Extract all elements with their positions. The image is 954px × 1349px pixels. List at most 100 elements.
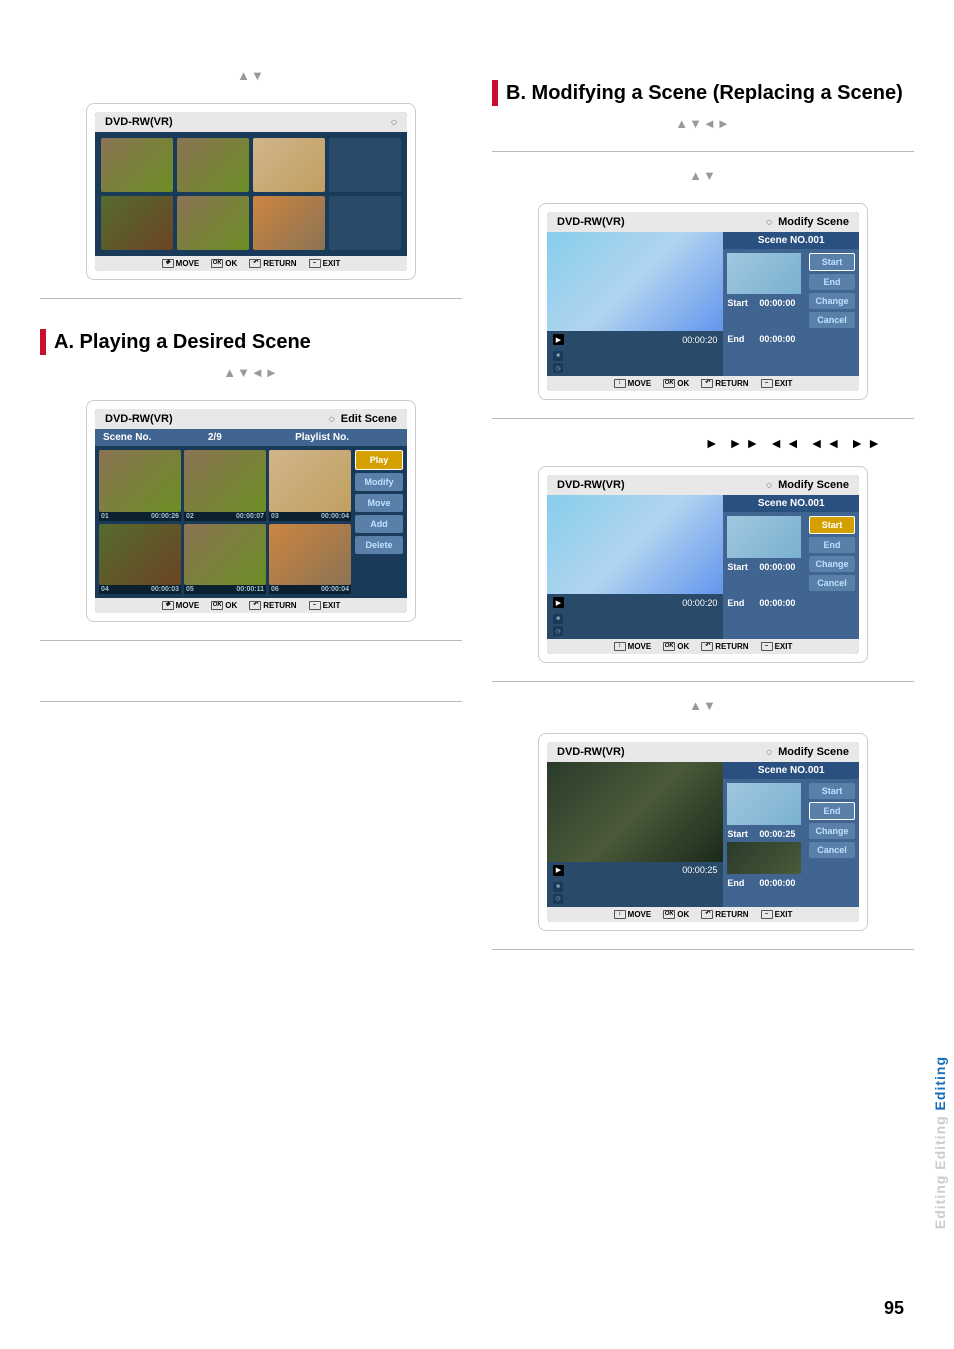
nav-arrows: ▲▼◄► <box>40 365 462 380</box>
screenshot-modify-scene-1: DVD-RW(VR) ◌ Modify Scene ▶ 00:00:20 ■ ◷ <box>538 203 868 400</box>
modify-scene-label: Modify Scene <box>778 746 849 758</box>
divider <box>492 949 914 950</box>
divider <box>40 701 462 702</box>
section-b-heading: B. Modifying a Scene (Replacing a Scene) <box>492 80 914 106</box>
preview-mini <box>727 253 801 294</box>
return-btn-icon: ↶ <box>249 259 261 268</box>
footer-buttons: ↕MOVE OKOK ↶RETURN –EXIT <box>547 639 859 654</box>
side-tab-editing: Editing Editing Editing <box>932 1056 948 1229</box>
edit-scene-cell: 0500:00:11 <box>184 524 266 595</box>
time-display: 00:00:25 <box>682 865 717 875</box>
move-btn-icon: ✥ <box>162 259 174 268</box>
thumbnail <box>177 138 249 192</box>
edit-scene-cell: 0600:00:04 <box>269 524 351 595</box>
ok-btn-icon: OK <box>211 259 223 268</box>
play-icon: ▶ <box>553 865 564 876</box>
modify-btn-end[interactable]: End <box>809 537 855 553</box>
thumbnail <box>184 450 266 512</box>
box1-title: DVD-RW(VR) <box>105 116 385 128</box>
thumbnail <box>269 450 351 512</box>
modify-btn-cancel[interactable]: Cancel <box>809 842 855 858</box>
box5-title: DVD-RW(VR) <box>557 746 760 758</box>
modify-btn-start[interactable]: Start <box>809 783 855 799</box>
modify-scene-label: Modify Scene <box>778 479 849 491</box>
box4-title: DVD-RW(VR) <box>557 479 760 491</box>
playlist-no-label: Playlist No. <box>248 432 399 443</box>
footer-buttons: ↕MOVE OKOK ↶RETURN –EXIT <box>547 907 859 922</box>
preview-main <box>547 762 723 861</box>
divider <box>492 418 914 419</box>
return-btn-icon: ↶ <box>701 910 713 919</box>
thumbnail <box>101 138 173 192</box>
exit-btn-icon: – <box>309 601 321 610</box>
thumbnail <box>269 524 351 586</box>
screenshot-playlist-grid: DVD-RW(VR) ◌ ✥MOVE OKOK ↶RETURN <box>86 103 416 280</box>
action-btn-move[interactable]: Move <box>355 494 403 512</box>
section-a-heading: A. Playing a Desired Scene <box>40 329 462 355</box>
play-icon: ▶ <box>553 597 564 608</box>
nav-arrows: ▲▼◄► <box>492 116 914 131</box>
action-btn-add[interactable]: Add <box>355 515 403 533</box>
modify-btn-change[interactable]: Change <box>809 293 855 309</box>
edit-scene-cell: 0100:00:26 <box>99 450 181 521</box>
clock-icon: ◷ <box>553 363 563 373</box>
thumbnail-empty <box>329 196 401 250</box>
modify-scene-label: Modify Scene <box>778 216 849 228</box>
time-display: 00:00:20 <box>682 335 717 345</box>
nav-arrows: ▲▼ <box>40 68 462 83</box>
divider <box>492 151 914 152</box>
modify-btn-change[interactable]: Change <box>809 556 855 572</box>
preview-mini-end <box>727 842 801 874</box>
clock-icon: ◷ <box>553 894 563 904</box>
exit-btn-icon: – <box>761 910 773 919</box>
nav-arrows: ▲▼ <box>492 698 914 713</box>
thumbnail <box>101 196 173 250</box>
ok-btn-icon: OK <box>663 379 675 388</box>
screenshot-edit-scene: DVD-RW(VR) ◌ Edit Scene Scene No. 2/9 Pl… <box>86 400 416 622</box>
thumbnail <box>177 196 249 250</box>
thumbnail <box>253 196 325 250</box>
stop-icon: ■ <box>553 614 563 624</box>
move-btn-icon: ↕ <box>614 910 626 919</box>
ok-btn-icon: OK <box>211 601 223 610</box>
return-btn-icon: ↶ <box>701 379 713 388</box>
edit-scene-cell: 0400:00:03 <box>99 524 181 595</box>
box2-title: DVD-RW(VR) <box>105 413 323 425</box>
edit-scene-cell: 0300:00:04 <box>269 450 351 521</box>
page-number: 95 <box>884 1298 904 1319</box>
modify-btn-cancel[interactable]: Cancel <box>809 575 855 591</box>
loading-icon: ◌ <box>766 217 772 228</box>
action-btn-delete[interactable]: Delete <box>355 536 403 554</box>
scene-number: Scene NO.001 <box>723 495 859 512</box>
scene-number: Scene NO.001 <box>723 232 859 249</box>
loading-icon: ◌ <box>766 480 772 491</box>
preview-main <box>547 495 723 594</box>
stop-icon: ■ <box>553 351 563 361</box>
return-btn-icon: ↶ <box>249 601 261 610</box>
box3-title: DVD-RW(VR) <box>557 216 760 228</box>
footer-buttons: ✥MOVE OKOK ↶RETURN –EXIT <box>95 598 407 613</box>
move-btn-icon: ↕ <box>614 642 626 651</box>
footer-buttons: ✥MOVE OKOK ↶RETURN –EXIT <box>95 256 407 271</box>
edit-scene-cell: 0200:00:07 <box>184 450 266 521</box>
modify-btn-end[interactable]: End <box>809 802 855 820</box>
preview-mini <box>727 783 801 824</box>
action-btn-modify[interactable]: Modify <box>355 473 403 491</box>
ok-btn-icon: OK <box>663 910 675 919</box>
loading-icon: ◌ <box>329 414 335 425</box>
play-icon: ▶ <box>553 334 564 345</box>
exit-btn-icon: – <box>761 379 773 388</box>
modify-btn-change[interactable]: Change <box>809 823 855 839</box>
modify-btn-start[interactable]: Start <box>809 516 855 534</box>
move-btn-icon: ↕ <box>614 379 626 388</box>
modify-btn-start[interactable]: Start <box>809 253 855 271</box>
thumbnail <box>184 524 266 586</box>
action-btn-play[interactable]: Play <box>355 450 403 470</box>
loading-icon: ◌ <box>766 747 772 758</box>
modify-btn-end[interactable]: End <box>809 274 855 290</box>
divider <box>40 298 462 299</box>
thumbnail-empty <box>329 138 401 192</box>
ok-btn-icon: OK <box>663 642 675 651</box>
screenshot-modify-scene-2: DVD-RW(VR) ◌ Modify Scene ▶ 00:00:20 ■ ◷ <box>538 466 868 663</box>
modify-btn-cancel[interactable]: Cancel <box>809 312 855 328</box>
